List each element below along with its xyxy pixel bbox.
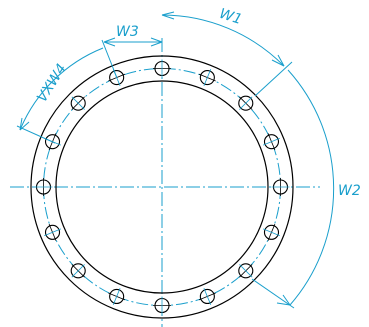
bolt-hole — [70, 263, 86, 279]
inner-bore-circle — [55, 80, 269, 294]
w1-w2-extension-line — [254, 61, 293, 97]
w2-arrow-end — [276, 294, 291, 306]
bolt-hole — [108, 288, 126, 305]
bolt-hole — [70, 95, 86, 111]
bolt-hole — [198, 69, 216, 86]
bolt-hole — [34, 178, 53, 196]
w4-extension-line — [16, 125, 56, 144]
w1-arrow-end — [271, 54, 285, 67]
bolt-hole — [44, 223, 61, 241]
flange-geometry — [30, 55, 294, 319]
w3-label: W3 — [116, 24, 139, 40]
w1-label: W1 — [217, 6, 244, 28]
bolt-hole — [238, 95, 254, 111]
w3-extension-line — [101, 39, 118, 79]
center-lines — [10, 38, 320, 327]
w3-arrow-left — [103, 37, 116, 47]
w2-dimension-arc — [287, 69, 335, 306]
w2-label: W2 — [338, 183, 361, 199]
bolt-hole — [238, 263, 254, 279]
w1-arrow-start — [161, 11, 175, 20]
w3-arrow-right — [150, 37, 163, 47]
w1-dimension-arc — [161, 14, 285, 67]
bolt-hole — [271, 178, 290, 196]
w2-extension-line — [251, 278, 295, 309]
w4-dimension-arc — [19, 47, 104, 131]
bolt-hole — [198, 288, 216, 305]
dimension-lines — [16, 11, 335, 309]
outer-flange-circle — [30, 55, 294, 319]
bolt-hole — [263, 223, 280, 241]
bolt-hole — [153, 296, 171, 315]
bolt-hole — [153, 59, 171, 78]
bolt-hole — [263, 133, 280, 151]
